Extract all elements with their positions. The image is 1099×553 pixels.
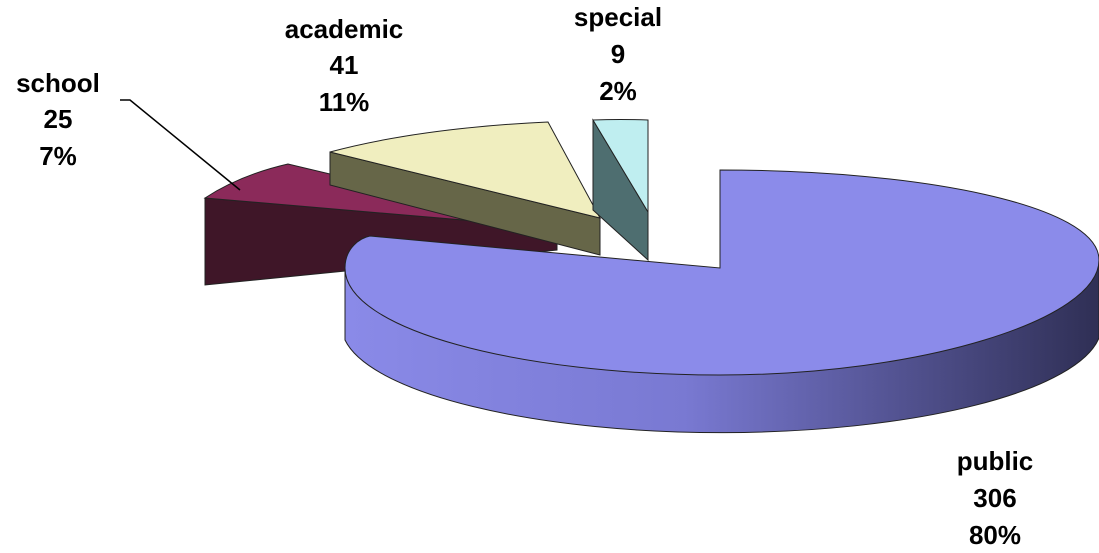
svg-text:school: school: [16, 68, 100, 98]
svg-text:306: 306: [973, 483, 1016, 513]
svg-text:special: special: [574, 2, 662, 32]
school-leader-line: [120, 99, 241, 191]
svg-text:9: 9: [611, 39, 625, 69]
label-special: special 9 2%: [574, 2, 662, 106]
label-school: school 25 7%: [16, 68, 100, 171]
slice-special: [592, 118, 649, 262]
svg-text:7%: 7%: [39, 141, 77, 171]
svg-text:25: 25: [44, 104, 73, 134]
svg-text:public: public: [957, 446, 1034, 476]
svg-text:11%: 11%: [319, 87, 370, 117]
svg-text:41: 41: [330, 50, 359, 80]
svg-text:80%: 80%: [969, 520, 1021, 550]
svg-text:2%: 2%: [599, 76, 637, 106]
slice-public: [344, 169, 1099, 434]
label-academic: academic 41 11%: [285, 14, 404, 117]
slice-academic: [329, 121, 601, 256]
label-public: public 306 80%: [957, 446, 1034, 550]
svg-text:academic: academic: [285, 14, 404, 44]
